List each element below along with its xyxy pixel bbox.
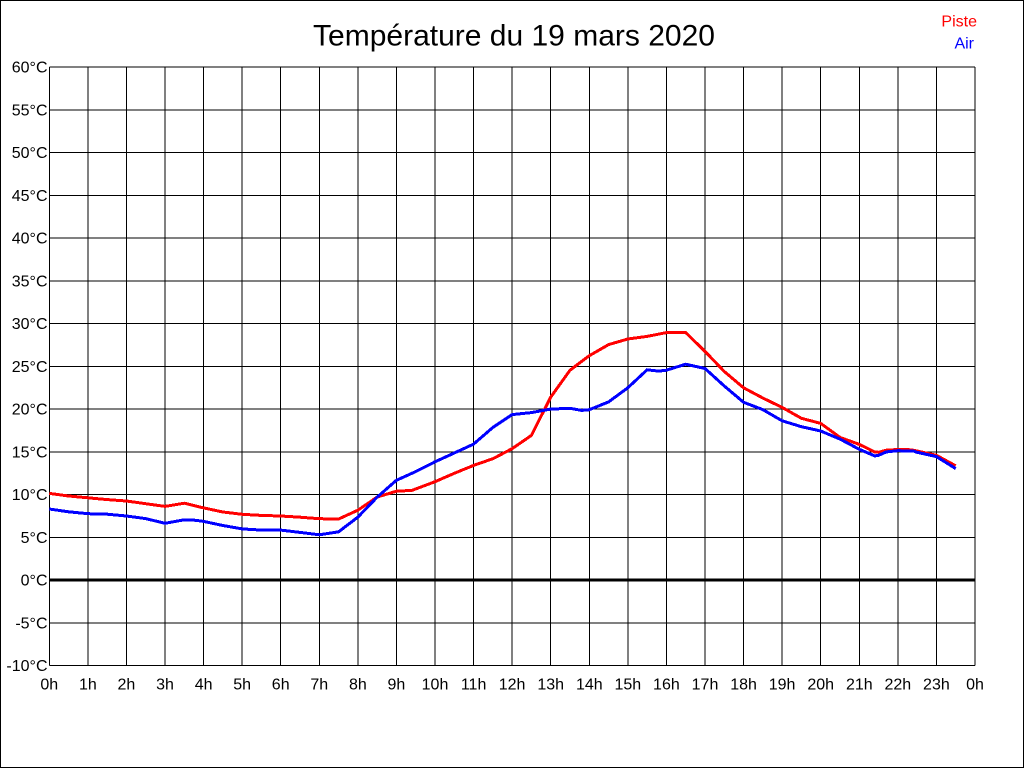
svg-text:-5°C: -5°C [15, 615, 47, 632]
svg-text:30°C: 30°C [12, 316, 48, 333]
svg-text:55°C: 55°C [12, 102, 48, 119]
svg-text:17h: 17h [692, 677, 719, 694]
svg-text:23h: 23h [923, 677, 950, 694]
svg-text:12h: 12h [499, 677, 526, 694]
svg-text:45°C: 45°C [12, 188, 48, 205]
svg-text:15h: 15h [614, 677, 641, 694]
svg-text:50°C: 50°C [12, 145, 48, 162]
svg-text:40°C: 40°C [12, 231, 48, 248]
svg-text:19h: 19h [769, 677, 796, 694]
svg-text:-10°C: -10°C [6, 658, 47, 675]
svg-text:0h: 0h [40, 677, 58, 694]
svg-text:0h: 0h [966, 677, 984, 694]
svg-text:7h: 7h [310, 677, 328, 694]
svg-text:20°C: 20°C [12, 402, 48, 419]
svg-text:11h: 11h [461, 677, 487, 694]
svg-text:18h: 18h [730, 677, 757, 694]
svg-text:25°C: 25°C [12, 359, 48, 376]
svg-text:Piste: Piste [941, 14, 977, 31]
svg-text:5°C: 5°C [21, 530, 48, 547]
svg-text:Air: Air [954, 36, 974, 53]
svg-text:60°C: 60°C [12, 60, 48, 77]
svg-text:16h: 16h [653, 677, 680, 694]
svg-text:3h: 3h [156, 677, 174, 694]
svg-text:14h: 14h [576, 677, 603, 694]
svg-text:15°C: 15°C [12, 444, 48, 461]
svg-text:0°C: 0°C [21, 573, 48, 590]
svg-text:13h: 13h [537, 677, 564, 694]
svg-text:8h: 8h [349, 677, 367, 694]
svg-text:35°C: 35°C [12, 273, 48, 290]
svg-text:6h: 6h [272, 677, 290, 694]
svg-text:2h: 2h [118, 677, 136, 694]
svg-text:1h: 1h [79, 677, 97, 694]
svg-text:10°C: 10°C [12, 487, 48, 504]
svg-text:21h: 21h [846, 677, 873, 694]
svg-text:20h: 20h [807, 677, 834, 694]
svg-text:Température du 19 mars 2020: Température du 19 mars 2020 [313, 20, 715, 53]
svg-text:10h: 10h [422, 677, 449, 694]
svg-text:4h: 4h [195, 677, 213, 694]
svg-text:5h: 5h [233, 677, 251, 694]
svg-text:22h: 22h [884, 677, 911, 694]
svg-text:9h: 9h [388, 677, 406, 694]
